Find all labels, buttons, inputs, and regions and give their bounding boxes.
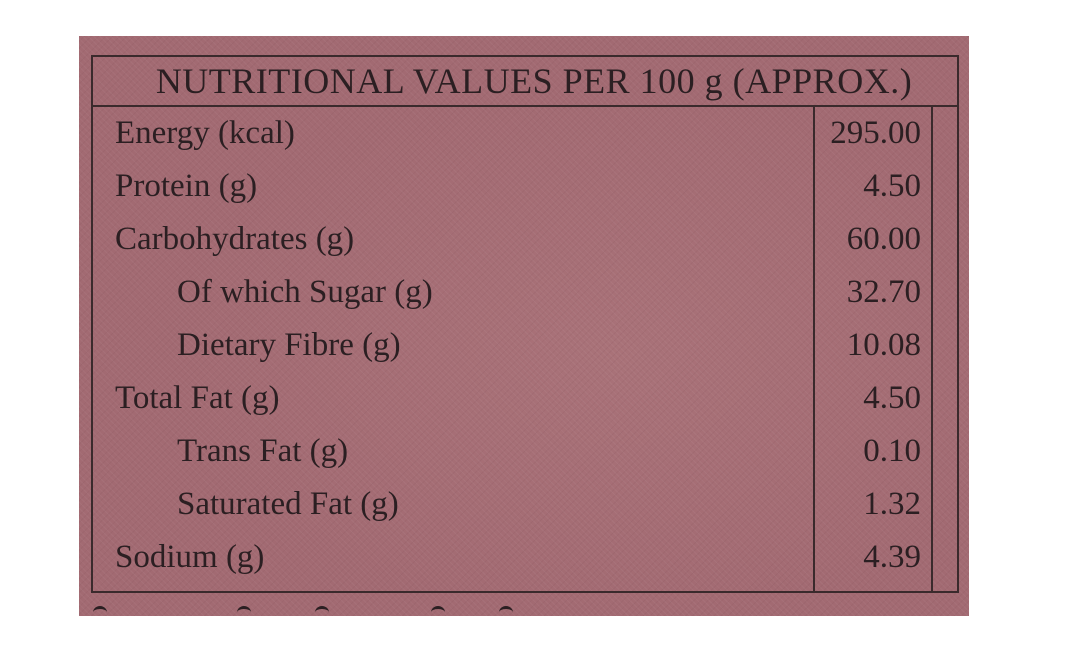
table-row-saturated-fat: Saturated Fat (g) 1.32 [93, 478, 957, 531]
table-row-carbohydrates: Carbohydrates (g) 60.00 [93, 213, 957, 266]
value-column [813, 107, 933, 591]
nutrient-name: Dietary Fibre (g) [177, 327, 401, 363]
nutrition-table: NUTRITIONAL VALUES PER 100 g (APPROX.) E… [91, 55, 959, 593]
nutrient-name: Of which Sugar (g) [177, 274, 433, 310]
table-row-energy: Energy (kcal) 295.00 [93, 107, 957, 160]
nutrient-value: 4.50 [863, 168, 921, 204]
table-row-trans-fat: Trans Fat (g) 0.10 [93, 425, 957, 478]
nutrient-name: Energy (kcal) [115, 115, 295, 151]
nutrient-value: 32.70 [846, 274, 921, 310]
table-row-protein: Protein (g) 4.50 [93, 160, 957, 213]
nutrient-value: 4.39 [863, 539, 921, 575]
table-row-total-fat: Total Fat (g) 4.50 [93, 372, 957, 425]
nutrition-label-photo: NUTRITIONAL VALUES PER 100 g (APPROX.) E… [79, 36, 969, 616]
nutrient-name: Total Fat (g) [115, 380, 280, 416]
nutrient-value: 0.10 [863, 433, 921, 469]
table-row-dietary-fibre: Dietary Fibre (g) 10.08 [93, 319, 957, 372]
nutrient-name: Saturated Fat (g) [177, 486, 399, 522]
nutrient-value: 295.00 [830, 115, 921, 151]
table-body: Energy (kcal) 295.00 Protein (g) 4.50 Ca… [93, 107, 957, 591]
nutrient-value: 10.08 [846, 327, 921, 363]
table-row-sodium: Sodium (g) 4.39 [93, 531, 957, 584]
nutrient-value: 4.50 [863, 380, 921, 416]
cropped-text-fragment [79, 602, 969, 616]
nutrient-value: 60.00 [846, 221, 921, 257]
nutrient-name: Carbohydrates (g) [115, 221, 355, 257]
table-row-sugar: Of which Sugar (g) 32.70 [93, 266, 957, 319]
nutrient-value: 1.32 [863, 486, 921, 522]
nutrient-name: Sodium (g) [115, 539, 265, 575]
table-heading: NUTRITIONAL VALUES PER 100 g (APPROX.) [93, 57, 957, 107]
nutrient-name: Protein (g) [115, 168, 258, 204]
nutrient-name: Trans Fat (g) [177, 433, 349, 469]
